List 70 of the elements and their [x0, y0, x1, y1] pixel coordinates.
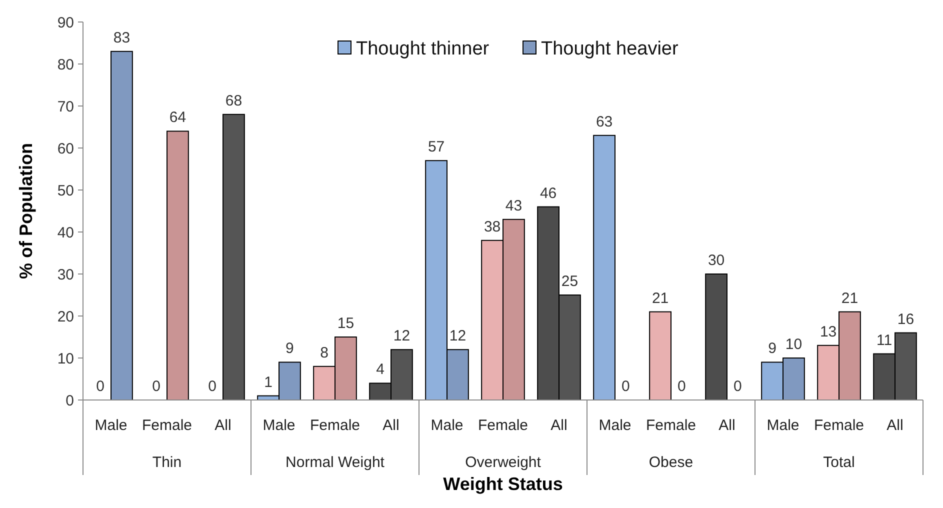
data-label: 1: [264, 374, 272, 391]
y-tick-label: 60: [57, 140, 74, 158]
data-label: 38: [484, 218, 501, 236]
text: Overweight: [465, 454, 542, 471]
y-tick-label: 90: [57, 14, 74, 32]
text: Normal Weight: [286, 454, 386, 471]
x-tick-label: All: [214, 417, 232, 434]
data-label: 12: [449, 328, 466, 345]
data-label: 0: [96, 378, 104, 395]
data-label: 12: [393, 328, 410, 345]
text: Obese: [648, 454, 694, 471]
bar: [593, 134, 616, 400]
legend-label: Thought heavier: [541, 38, 679, 60]
y-tick-label: 70: [57, 98, 74, 116]
data-label: 0: [208, 378, 216, 395]
data-label: 11: [876, 332, 892, 349]
x-tick-label: All: [550, 417, 568, 434]
x-tick-label: Male: [94, 417, 128, 434]
y-tick-label: 40: [57, 224, 74, 242]
y-tick-label: 20: [57, 308, 74, 326]
x-tick-label: Female: [142, 417, 192, 434]
bar: [705, 274, 728, 400]
data-label: 43: [505, 197, 522, 214]
x-tick-label: Male: [598, 417, 632, 434]
x-axis-title: Weight Status: [443, 474, 563, 494]
bar: [649, 311, 672, 400]
y-axis-title: % of Population: [16, 143, 36, 279]
data-label: 68: [225, 92, 242, 110]
data-label: 4: [376, 361, 384, 378]
data-label: 0: [622, 378, 630, 395]
bar: [110, 50, 133, 400]
y-tick-label: 30: [57, 266, 74, 284]
y-tick-label: 80: [57, 56, 74, 74]
x-tick-label: Male: [430, 417, 464, 434]
x-tick-label: All: [886, 417, 904, 434]
text: Thin: [152, 454, 182, 471]
data-label: 8: [320, 344, 328, 362]
x-tick-label: All: [718, 417, 736, 434]
data-label: 46: [540, 184, 557, 202]
x-tick-label: Female: [478, 417, 528, 434]
bar: [166, 130, 189, 400]
data-label: 30: [708, 252, 725, 269]
y-tick-label: 0: [66, 392, 74, 410]
data-label: 21: [841, 290, 858, 307]
bar: [222, 114, 245, 400]
x-tick-label: Female: [814, 417, 864, 434]
x-tick-label: Female: [310, 417, 360, 434]
data-label: 64: [169, 109, 186, 126]
data-label: 21: [652, 290, 669, 307]
x-tick-label: All: [382, 417, 400, 434]
data-label: 83: [113, 29, 130, 46]
data-label: 13: [820, 323, 837, 340]
y-tick-label: 50: [57, 182, 74, 200]
data-label: 25: [561, 273, 578, 290]
data-label: 9: [286, 340, 294, 358]
data-label: 0: [678, 378, 686, 395]
data-label: 9: [768, 340, 776, 358]
data-label: 16: [897, 310, 914, 328]
legend-label: Thought thinner: [356, 38, 490, 60]
x-tick-label: Male: [766, 417, 800, 434]
data-label: 57: [428, 138, 445, 156]
data-label: 15: [337, 315, 354, 332]
data-label: 10: [785, 336, 802, 353]
data-label: 0: [152, 378, 160, 395]
x-tick-label: Male: [262, 417, 296, 434]
text: Total: [823, 454, 855, 471]
x-tick-label: Female: [646, 417, 696, 434]
y-tick-label: 10: [57, 350, 74, 368]
data-label: 63: [596, 113, 613, 130]
data-label: 0: [734, 378, 742, 395]
